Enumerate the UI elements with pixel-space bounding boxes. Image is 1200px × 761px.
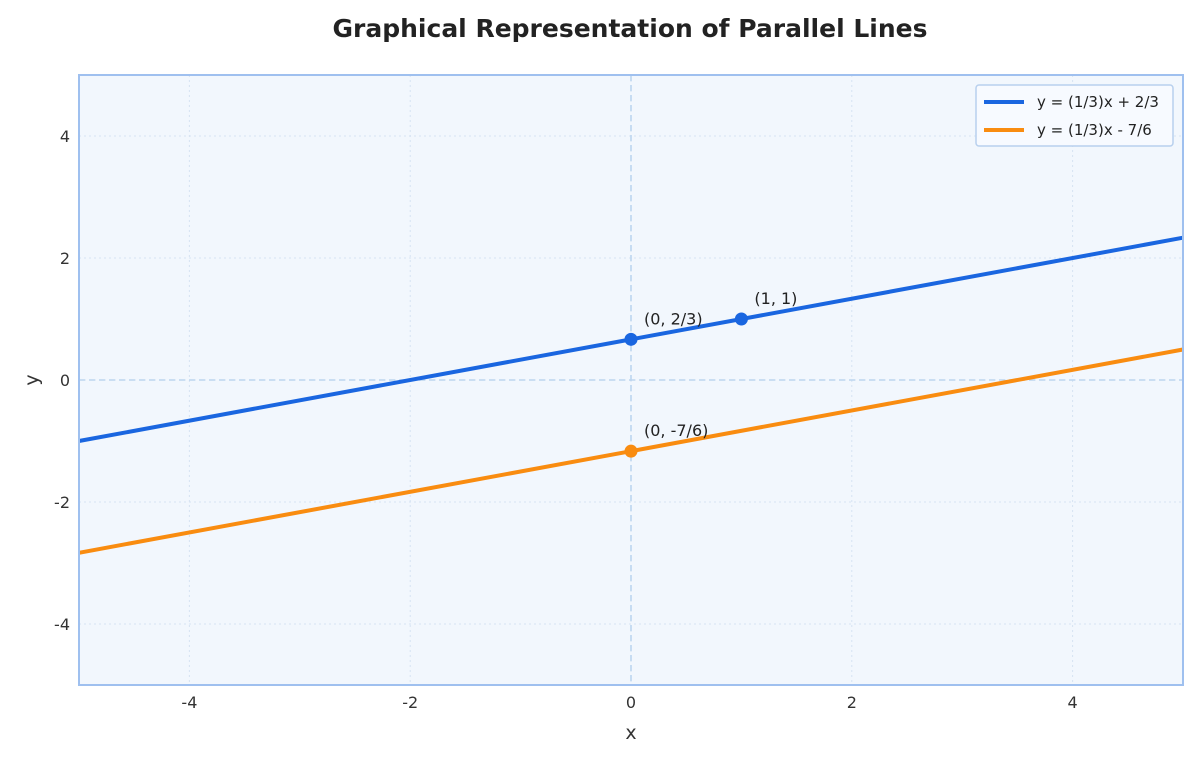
data-point-3 [624,444,638,458]
x-tick-label: 4 [1068,693,1078,712]
annotations: (0, 2/3) (1, 1) (0, -7/6) [644,289,797,440]
x-ticks: -4 -2 0 2 4 [181,693,1077,712]
y-tick-label: -4 [54,615,70,634]
y-axis-label: y [21,374,43,385]
legend-box [975,84,1174,147]
point-label-2: (1, 1) [754,289,797,308]
y-tick-label: -2 [54,493,70,512]
points-layer [624,312,748,458]
y-tick-label: 0 [60,371,70,390]
y-tick-label: 2 [60,249,70,268]
legend-label-2: y = (1/3)x - 7/6 [1037,121,1152,139]
legend-label-1: y = (1/3)x + 2/3 [1037,93,1159,111]
y-tick-label: 4 [60,127,70,146]
x-tick-label: -4 [181,693,197,712]
zero-lines [79,75,1183,685]
point-label-1: (0, 2/3) [644,309,703,328]
data-point-2 [734,312,748,326]
x-tick-label: 2 [847,693,857,712]
data-point-1 [624,332,638,346]
y-ticks: -4 -2 0 2 4 [54,127,70,634]
x-tick-label: -2 [402,693,418,712]
x-tick-label: 0 [626,693,636,712]
plot-frame [78,74,1184,686]
chart-title: Graphical Representation of Parallel Lin… [333,14,928,43]
point-label-3: (0, -7/6) [644,421,708,440]
legend: y = (1/3)x + 2/3 y = (1/3)x - 7/6 [975,84,1174,147]
x-axis-label: x [625,722,636,744]
